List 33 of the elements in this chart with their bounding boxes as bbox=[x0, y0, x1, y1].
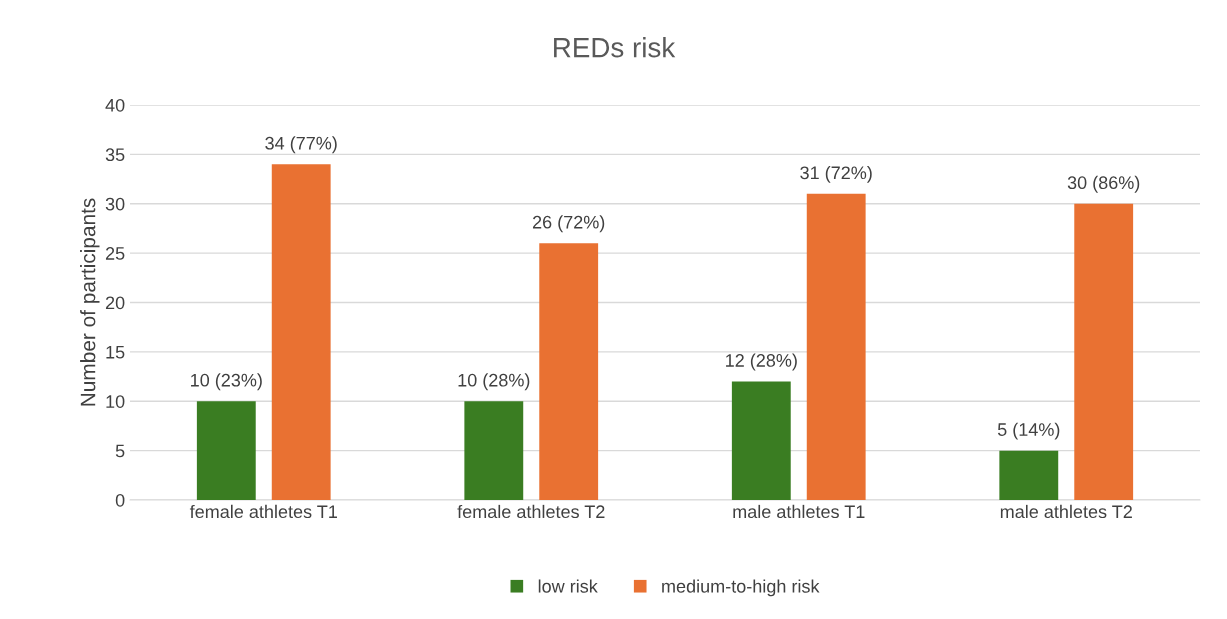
data-label: 26 (72%) bbox=[532, 215, 605, 233]
bar bbox=[1074, 203, 1134, 500]
y-tick-label: 20 bbox=[105, 296, 125, 310]
data-label: 10 (23%) bbox=[191, 373, 262, 391]
y-tick-label: 15 bbox=[106, 346, 125, 359]
bar bbox=[271, 164, 331, 500]
x-tick-label: male athletes T2 bbox=[1000, 504, 1132, 519]
bar bbox=[731, 381, 791, 500]
x-tick-label: female athletes T2 bbox=[457, 504, 605, 519]
data-label: 5 (14%) bbox=[997, 422, 1060, 440]
x-tick-label: male athletes T1 bbox=[733, 504, 865, 519]
chart-title: REDs risk bbox=[554, 37, 676, 58]
y-tick-label: 25 bbox=[105, 247, 125, 260]
data-label: 34 (77%) bbox=[265, 136, 337, 154]
legend-label: low risk bbox=[538, 579, 598, 593]
data-label: 10 (28%) bbox=[458, 373, 530, 391]
bar bbox=[806, 193, 866, 500]
x-tick-label: female athletes T1 bbox=[189, 504, 337, 519]
bar bbox=[464, 401, 524, 500]
legend-label: medium-to-high risk bbox=[662, 579, 820, 597]
y-tick-label: 35 bbox=[105, 148, 125, 162]
bar bbox=[539, 243, 599, 500]
y-tick-label: 0 bbox=[115, 493, 125, 507]
y-tick-label: 5 bbox=[115, 444, 125, 458]
y-tick-label: 40 bbox=[105, 98, 125, 112]
data-label: 31 (72%) bbox=[800, 165, 872, 183]
y-tick-label: 10 bbox=[106, 395, 125, 408]
data-label: 30 (86%) bbox=[1067, 175, 1140, 193]
bar bbox=[196, 401, 256, 500]
y-axis-title: Number of participants bbox=[80, 198, 100, 406]
y-tick-label: 30 bbox=[105, 197, 125, 211]
bar bbox=[999, 450, 1059, 500]
data-label: 12 (28%) bbox=[726, 353, 797, 371]
